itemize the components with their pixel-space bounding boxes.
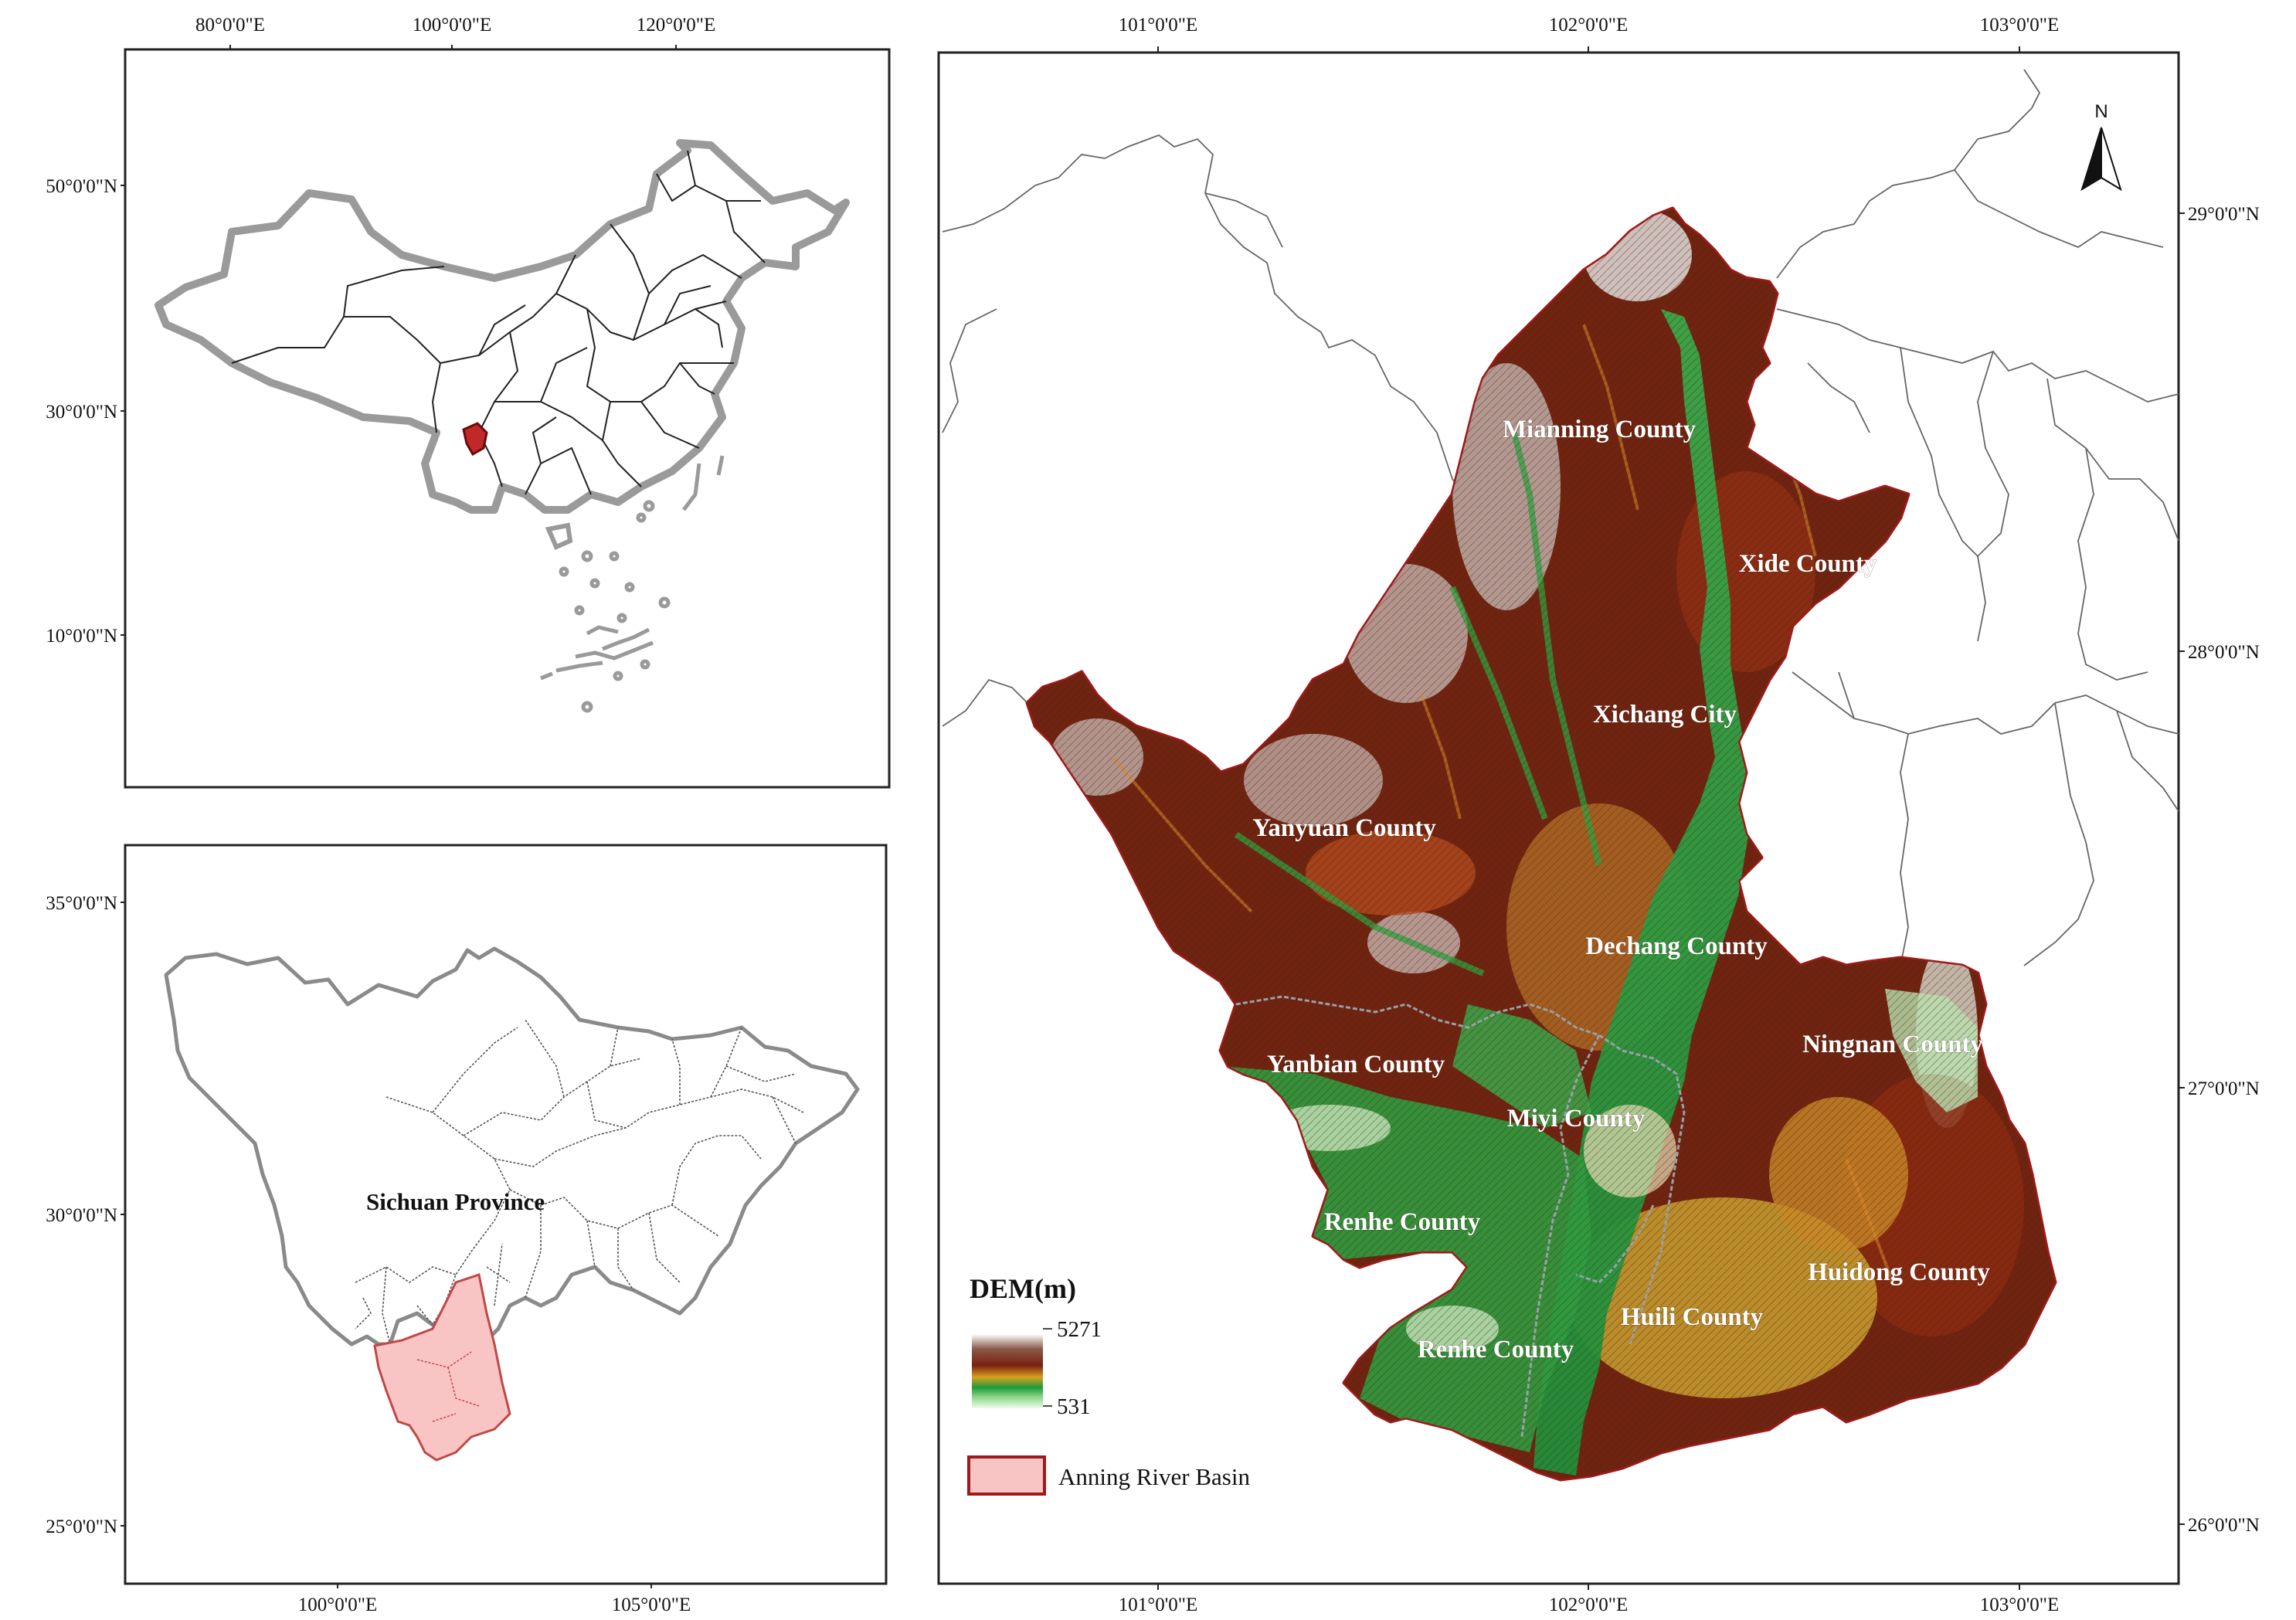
main-lat-tick: 26°0'0"N [2188,1515,2260,1536]
sichuan-outline [164,946,860,1347]
legend-dem-min: 531 [1057,1394,1091,1419]
county-label-mianning: Mianning County [1503,416,1697,443]
sichuan-basin-highlight [373,1273,511,1462]
north-arrow: N [2080,101,2122,192]
county-label-renhe: Renhe County [1324,1208,1481,1236]
county-label-miyi: Miyi County [1507,1105,1646,1133]
sichuan-lat-tick: 30°0'0"N [46,1205,117,1226]
sichuan-province-label: Sichuan Province [366,1188,545,1215]
china-province-lines [231,150,766,495]
sichuan-lat-tick: 25°0'0"N [46,1516,117,1537]
china-lat-tick: 30°0'0"N [46,402,117,423]
county-label-yanyuan: Yanyuan County [1252,814,1436,842]
main-lon-tick-bottom: 103°0'0"E [1980,1595,2059,1615]
sichuan-inset: 35°0'0"N 30°0'0"N 25°0'0"N 100°0'0"E 105… [46,844,888,1615]
legend-basin-label: Anning River Basin [1058,1463,1250,1490]
south-china-sea-islands [540,455,725,713]
north-arrow-left [2080,127,2102,192]
sichuan-lat-tick: 35°0'0"N [46,893,117,914]
china-inset: 80°0'0"E 100°0'0"E 120°0'0"E 50°0'0"N 30… [46,15,891,789]
main-lon-tick-top: 103°0'0"E [1980,15,2059,36]
county-label-yanbian: Yanbian County [1267,1051,1445,1078]
sichuan-lon-tick: 100°0'0"E [298,1595,377,1615]
sichuan-lon-tick: 105°0'0"E [612,1595,691,1615]
china-lon-tick: 100°0'0"E [413,15,491,36]
legend-dem-max: 5271 [1057,1317,1102,1342]
county-label-huidong: Huidong County [1808,1258,1990,1286]
sichuan-basin-county-lines [416,1351,480,1422]
legend-basin-swatch [967,1455,1046,1496]
china-lat-tick: 50°0'0"N [46,176,117,197]
main-lat-tick: 28°0'0"N [2188,642,2260,663]
main-lat-tick: 27°0'0"N [2188,1078,2260,1099]
county-label-renhe-2: Renhe County [1418,1336,1574,1364]
basin-county-lines [1235,995,1686,1438]
hainan-outline [545,522,573,550]
china-basin-highlight [462,422,488,457]
main-lon-tick-top: 102°0'0"E [1549,15,1628,36]
china-lon-tick: 80°0'0"E [195,15,265,36]
county-label-xide: Xide County [1739,550,1877,578]
north-arrow-label: N [2094,101,2107,122]
county-label-huili: Huili County [1621,1303,1764,1331]
sichuan-prefecture-lines [355,1019,804,1345]
main-lon-tick-top: 101°0'0"E [1119,15,1197,36]
china-lat-tick: 10°0'0"N [46,626,117,647]
main-lon-tick-bottom: 101°0'0"E [1119,1595,1197,1615]
surrounding-boundaries [942,69,2179,966]
main-lon-tick-bottom: 102°0'0"E [1549,1595,1628,1615]
legend-dem-ramp [972,1334,1043,1408]
legend: DEM(m) 5271 531 Anning River Basin [967,1273,1250,1496]
main-lat-tick: 29°0'0"N [2188,204,2260,225]
county-label-xichang: Xichang City [1593,701,1737,728]
county-label-dechang: Dechang County [1585,932,1768,960]
county-label-ningnan: Ningnan County [1802,1031,1983,1058]
legend-dem-title: DEM(m) [970,1273,1076,1304]
main-map: 101°0'0"E 102°0'0"E 103°0'0"E 101°0'0"E … [937,15,2260,1615]
china-lon-tick: 120°0'0"E [637,15,715,36]
